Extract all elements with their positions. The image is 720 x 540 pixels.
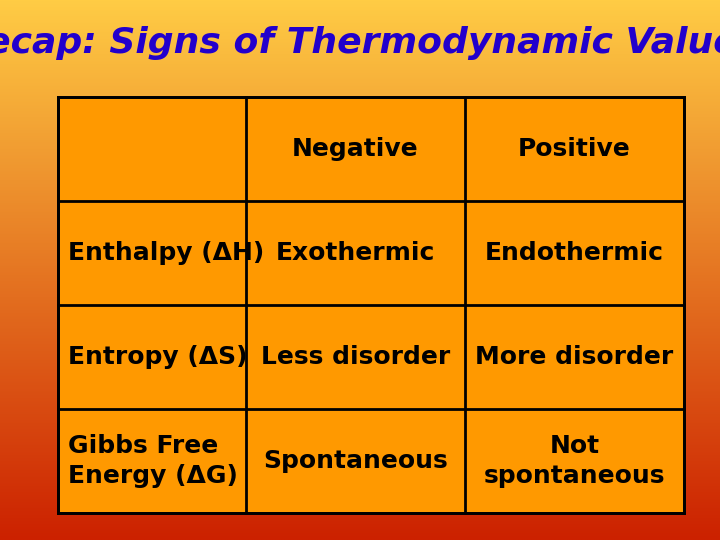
Text: More disorder: More disorder	[475, 345, 673, 369]
Text: Exothermic: Exothermic	[276, 241, 435, 265]
Text: Less disorder: Less disorder	[261, 345, 450, 369]
Text: Entropy (ΔS): Entropy (ΔS)	[68, 345, 248, 369]
Text: Endothermic: Endothermic	[485, 241, 664, 265]
Text: Negative: Negative	[292, 137, 418, 161]
Text: Enthalpy (ΔH): Enthalpy (ΔH)	[68, 241, 265, 265]
Text: Recap: Signs of Thermodynamic Values: Recap: Signs of Thermodynamic Values	[0, 26, 720, 60]
Text: Not
spontaneous: Not spontaneous	[484, 434, 665, 488]
Bar	[58, 97, 684, 513]
Text: Positive: Positive	[518, 137, 631, 161]
Text: Gibbs Free
Energy (ΔG): Gibbs Free Energy (ΔG)	[68, 434, 238, 488]
Text: Spontaneous: Spontaneous	[263, 449, 448, 473]
